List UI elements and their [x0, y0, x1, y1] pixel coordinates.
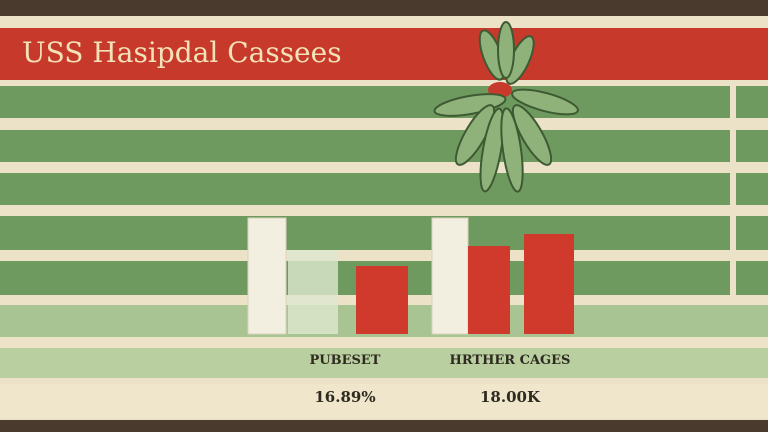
title: USS Hasipdal Cassees: [22, 36, 342, 69]
bars: [356, 234, 574, 334]
stripes: [0, 86, 768, 295]
column-label: PUBESET: [310, 353, 381, 368]
label-row: [0, 348, 768, 378]
column-label: HRTHER CAGES: [450, 353, 571, 368]
value-label: 16.89%: [314, 388, 375, 406]
plant: [433, 21, 579, 193]
title-band: [0, 28, 768, 80]
value-label: 18.00K: [480, 388, 541, 406]
value-row: [0, 384, 768, 418]
